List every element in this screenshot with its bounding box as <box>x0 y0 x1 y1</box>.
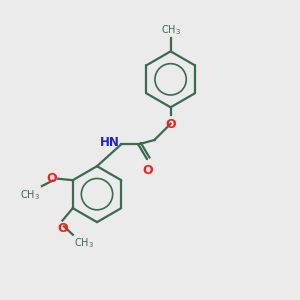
Text: CH$_3$: CH$_3$ <box>20 188 40 202</box>
Text: O: O <box>46 172 57 185</box>
Text: HN: HN <box>100 136 120 149</box>
Text: CH$_3$: CH$_3$ <box>74 236 94 250</box>
Text: CH$_3$: CH$_3$ <box>160 23 181 37</box>
Text: O: O <box>142 164 153 176</box>
Text: O: O <box>165 118 176 131</box>
Text: O: O <box>57 222 68 235</box>
